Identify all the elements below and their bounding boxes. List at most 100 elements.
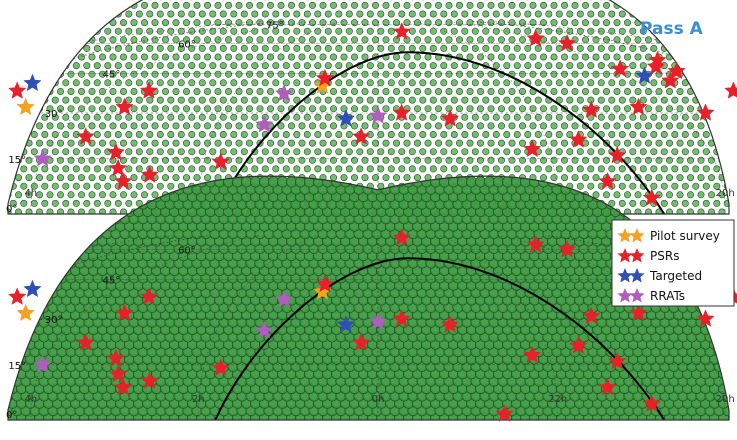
legend-star-icon bbox=[617, 268, 633, 283]
star-marker-psrs bbox=[724, 81, 737, 99]
star-marker-psrs bbox=[113, 377, 133, 396]
star-marker-psrs bbox=[108, 364, 128, 383]
star-marker-psrs bbox=[648, 50, 667, 69]
legend-star-icon bbox=[629, 268, 645, 283]
star-marker-psrs bbox=[582, 100, 601, 118]
star-marker-targeted bbox=[336, 109, 356, 127]
legend-star-icon bbox=[617, 248, 633, 263]
ra-tick-label: 4h bbox=[24, 188, 37, 199]
star-marker-psrs bbox=[108, 158, 128, 177]
star-marker-psrs bbox=[211, 358, 230, 376]
legend-star-icon bbox=[617, 228, 633, 243]
legend-entry-label: Targeted bbox=[649, 269, 702, 283]
star-marker-psrs bbox=[598, 171, 617, 190]
star-marker-psrs bbox=[582, 306, 601, 324]
star-marker-psrs bbox=[7, 287, 27, 305]
star-marker-psrs bbox=[522, 139, 542, 158]
star-marker-psrs bbox=[115, 303, 134, 322]
star-marker-psrs bbox=[392, 228, 412, 246]
star-marker-rrats bbox=[33, 355, 52, 373]
star-marker-psrs bbox=[610, 59, 630, 77]
legend-star-icon bbox=[629, 288, 645, 303]
legend-entry-label: Pilot survey bbox=[650, 229, 720, 243]
bottom-panel: 0°15°30°45°60°14h16h18h20h22h0h2h4h6h8h1… bbox=[6, 175, 737, 422]
ra-tick-label: 4h bbox=[24, 394, 37, 405]
star-marker-pilot-survey bbox=[16, 97, 35, 116]
star-marker-psrs bbox=[642, 394, 661, 412]
star-marker-psrs bbox=[667, 61, 686, 80]
star-marker-psrs bbox=[76, 127, 95, 145]
dec-tick-label: 75° bbox=[266, 21, 284, 32]
star-marker-psrs bbox=[106, 142, 126, 161]
pass-label: Pass A bbox=[640, 19, 704, 39]
star-marker-targeted bbox=[23, 279, 42, 298]
star-marker-psrs bbox=[7, 81, 27, 99]
legend-star-icon bbox=[629, 228, 645, 243]
star-marker-rrats bbox=[274, 84, 294, 102]
legend-box bbox=[611, 219, 735, 307]
star-marker-rrats bbox=[274, 290, 294, 308]
dec-tick-label: 0° bbox=[6, 410, 17, 421]
star-marker-psrs bbox=[140, 371, 159, 389]
star-marker-rrats bbox=[255, 321, 274, 339]
legend-entry-label: PSRs bbox=[650, 249, 679, 263]
star-marker-psrs bbox=[106, 348, 126, 367]
star-marker-psrs bbox=[392, 103, 411, 121]
ra-tick-label: 22h bbox=[548, 394, 567, 405]
star-marker-psrs bbox=[351, 333, 371, 351]
star-marker-psrs bbox=[608, 145, 627, 164]
star-marker-rrats bbox=[33, 149, 52, 167]
dec-tick-label: 60° bbox=[178, 246, 196, 257]
star-marker-psrs bbox=[392, 309, 411, 327]
star-marker-psrs bbox=[113, 171, 133, 190]
star-marker-psrs bbox=[315, 68, 335, 87]
dec-tick-label: 45° bbox=[103, 70, 121, 81]
star-marker-psrs bbox=[629, 303, 648, 322]
star-marker-psrs bbox=[495, 404, 514, 422]
legend-star-icon bbox=[629, 248, 645, 263]
star-marker-psrs bbox=[526, 29, 545, 47]
ra-tick-label: 2h bbox=[192, 394, 205, 405]
dec-tick-label: 30° bbox=[45, 315, 63, 326]
star-marker-psrs bbox=[557, 33, 577, 52]
star-marker-rrats bbox=[368, 106, 388, 124]
star-marker-rrats bbox=[255, 115, 274, 133]
star-marker-psrs bbox=[569, 336, 588, 354]
star-marker-targeted bbox=[336, 315, 356, 333]
sky-area bbox=[8, 176, 729, 420]
dec-tick-label: 0° bbox=[6, 204, 17, 215]
star-marker-psrs bbox=[315, 274, 335, 293]
dec-tick-label: 15° bbox=[8, 155, 26, 166]
star-marker-psrs bbox=[557, 239, 577, 258]
star-marker-psrs bbox=[696, 103, 715, 121]
star-marker-psrs bbox=[139, 81, 159, 99]
ra-tick-label: 0h bbox=[372, 394, 385, 405]
star-marker-psrs bbox=[526, 235, 545, 253]
star-marker-psrs bbox=[661, 71, 680, 89]
legend-star-icon bbox=[617, 288, 633, 303]
star-marker-psrs bbox=[440, 315, 460, 333]
dec-tick-label: 60° bbox=[178, 40, 196, 51]
star-marker-psrs bbox=[351, 127, 371, 145]
dec-tick-label: 30° bbox=[45, 109, 63, 120]
star-marker-psrs bbox=[642, 188, 661, 206]
star-marker-psrs bbox=[440, 109, 460, 127]
star-marker-psrs bbox=[646, 57, 666, 75]
star-marker-psrs bbox=[115, 97, 134, 116]
star-marker-psrs bbox=[522, 345, 542, 364]
star-marker-psrs bbox=[598, 377, 617, 396]
ra-tick-label: 20h bbox=[716, 394, 735, 405]
dec-tick-label: 45° bbox=[103, 276, 121, 287]
legend: Pilot survey PSRs Targeted RRATs bbox=[611, 219, 735, 307]
ra-tick-label: 20h bbox=[716, 188, 735, 199]
star-marker-psrs bbox=[629, 97, 648, 116]
star-marker-targeted bbox=[23, 73, 42, 92]
star-marker-psrs bbox=[139, 287, 159, 305]
star-marker-psrs bbox=[392, 22, 412, 40]
legend-entry-label: RRATs bbox=[650, 289, 685, 303]
star-marker-psrs bbox=[140, 165, 159, 183]
star-marker-psrs bbox=[569, 130, 588, 148]
dec-tick-label: 15° bbox=[8, 361, 26, 372]
pointing-grid bbox=[8, 0, 729, 214]
